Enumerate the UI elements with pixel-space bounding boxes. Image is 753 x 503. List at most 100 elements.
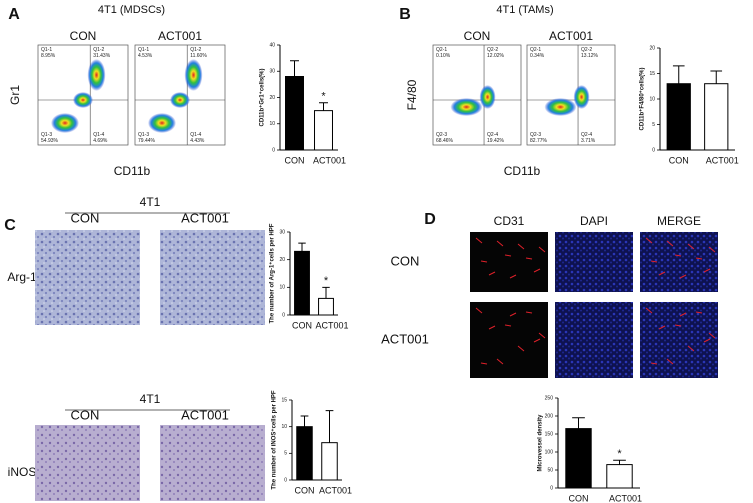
label: ACT001	[158, 29, 202, 43]
quadrant-label: Q2-2 12.02%	[487, 47, 505, 59]
error-bar	[572, 417, 585, 429]
label: B	[399, 6, 411, 23]
vessel	[475, 307, 483, 314]
y-tick-label: 200	[545, 413, 554, 419]
error-bar	[290, 60, 299, 77]
label: F4/80	[405, 79, 419, 110]
bar	[294, 250, 310, 316]
label: CD11b	[114, 164, 151, 178]
quadrant-label: Q1-4 4.43%	[190, 132, 205, 144]
y-tick-label: 0	[272, 147, 275, 153]
vessel	[475, 237, 483, 244]
y-tick-label: 5	[652, 122, 655, 128]
vessel	[488, 271, 496, 276]
label: CON	[464, 29, 491, 43]
quadrant-label: Q1-4 4.69%	[93, 132, 108, 144]
vessel	[666, 358, 674, 365]
fluorescence-image	[555, 302, 633, 378]
vessel	[645, 307, 653, 314]
label: MERGE	[657, 214, 701, 228]
x-tick-label: CON	[669, 155, 689, 165]
y-tick-label: 0	[652, 147, 655, 153]
error-bar	[710, 70, 723, 84]
y-tick-label: 0	[284, 477, 287, 483]
y-tick-label: 20	[649, 45, 655, 51]
vessel	[650, 260, 658, 263]
y-tick-label: 40	[269, 42, 275, 48]
fluorescence-image	[470, 302, 548, 378]
quadrant-label: Q2-2 13.12%	[581, 47, 599, 59]
flow-plot	[134, 44, 226, 146]
label: CON	[391, 253, 420, 268]
fluorescence-image	[470, 232, 548, 292]
vessel	[645, 237, 653, 244]
annotation: *	[617, 448, 622, 460]
bar	[285, 76, 304, 151]
y-tick-label: 50	[547, 467, 553, 473]
quadrant-label: Q2-3 82.77%	[530, 132, 548, 144]
bar	[314, 110, 333, 151]
x-tick-label: CON	[285, 155, 305, 165]
label: ACT001	[381, 331, 429, 346]
vessel	[658, 271, 666, 276]
fluorescence-image	[640, 232, 718, 292]
vessel	[517, 243, 525, 250]
label: 4T1	[140, 195, 161, 209]
error-bar	[319, 102, 328, 111]
quadrant-label: Q1-1 8.95%	[41, 47, 56, 59]
vessel	[496, 240, 504, 247]
quadrant-label: Q1-3 54.93%	[41, 132, 59, 144]
y-tick-label: 10	[281, 424, 287, 430]
label: 4T1 (MDSCs)	[98, 4, 165, 16]
x-tick-label: ACT001	[706, 155, 739, 165]
vessel	[533, 338, 541, 343]
error-bar	[298, 242, 306, 252]
bar	[704, 83, 729, 151]
vessel	[658, 325, 666, 330]
x-tick-label: ACT001	[315, 320, 348, 330]
vessel	[538, 246, 546, 253]
vessel	[687, 345, 695, 352]
vessel	[480, 260, 488, 263]
vessel	[679, 312, 687, 317]
vessel	[687, 243, 695, 250]
y-tick-label: 10	[649, 96, 655, 102]
vessel	[480, 362, 488, 365]
annotation: *	[321, 91, 326, 103]
label: ACT001	[181, 407, 229, 422]
x-tick-label: CON	[292, 320, 312, 330]
y-tick-label: 20	[279, 257, 285, 263]
label: A	[8, 6, 20, 23]
quadrant-label: Q2-4 19.42%	[487, 132, 505, 144]
bar	[321, 442, 338, 481]
quadrant-label: Q2-1 0.34%	[530, 47, 545, 59]
y-tick-label: 0	[550, 485, 553, 491]
label: 4T1	[140, 392, 161, 406]
bar	[666, 83, 691, 151]
density-blob	[170, 92, 190, 108]
vessel	[708, 332, 716, 339]
density-blob	[450, 98, 483, 116]
error-bar	[613, 459, 626, 465]
label: Gr1	[8, 85, 22, 105]
quadrant-label: Q2-1 0.10%	[436, 47, 451, 59]
annotation: *	[324, 275, 329, 287]
label: DAPI	[580, 214, 608, 228]
label: 4T1 (TAMs)	[496, 4, 553, 16]
y-tick-label: 15	[649, 71, 655, 77]
vessel	[496, 358, 504, 365]
error-bar	[325, 410, 334, 443]
error-bar	[672, 65, 685, 84]
y-axis-label: The number of iNOS⁺cells per HPF	[271, 390, 278, 490]
y-tick-label: 0	[282, 312, 285, 318]
vessel	[666, 240, 674, 247]
bar	[606, 464, 633, 489]
label: ACT001	[181, 210, 229, 225]
y-tick-label: 30	[279, 229, 285, 235]
vessel	[533, 268, 541, 273]
density-blob	[184, 59, 203, 91]
y-tick-label: 30	[269, 69, 275, 75]
micrograph	[35, 230, 140, 325]
label: CON	[71, 407, 100, 422]
vessel	[517, 345, 525, 352]
